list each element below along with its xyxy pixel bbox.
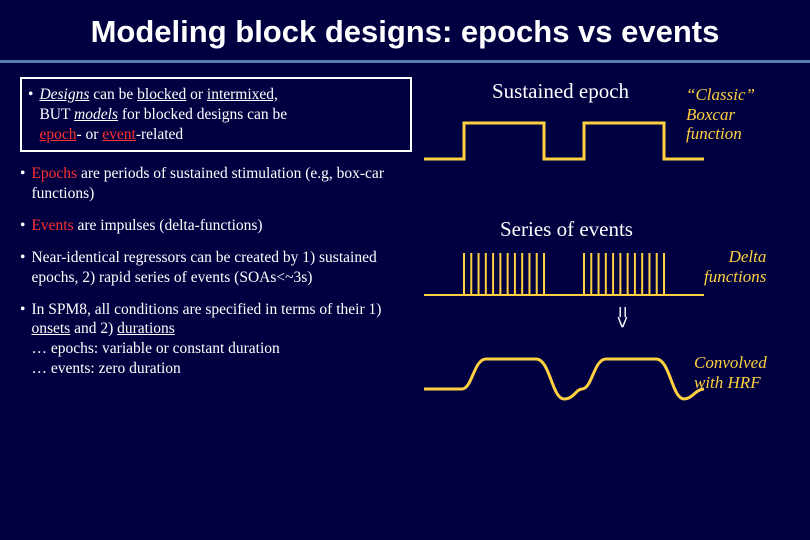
b3-events: Events bbox=[31, 217, 73, 234]
bullet-3: • Events are impulses (delta-functions) bbox=[20, 216, 412, 236]
dcap-l1: Delta bbox=[729, 247, 767, 266]
b2-rest: are periods of sustained stimulation (e.… bbox=[31, 165, 384, 202]
b1-intermixed: intermixed, bbox=[207, 86, 278, 103]
series-events-title: Series of events bbox=[500, 217, 633, 242]
bullet-2: • Epochs are periods of sustained stimul… bbox=[20, 164, 412, 204]
bullet-5-text: In SPM8, all conditions are specified in… bbox=[31, 300, 412, 379]
boxcar-diagram bbox=[424, 111, 704, 167]
left-column: • Designs can be blocked or intermixed, … bbox=[20, 77, 412, 523]
b5-onsets: onsets bbox=[31, 320, 70, 337]
bullet-dot: • bbox=[28, 85, 33, 144]
bullet-3-text: Events are impulses (delta-functions) bbox=[31, 216, 412, 236]
bullet-dot: • bbox=[20, 164, 25, 204]
bullet-1-framed: • Designs can be blocked or intermixed, … bbox=[20, 77, 412, 152]
dcap-l2: functions bbox=[704, 267, 766, 286]
bullet-dot: • bbox=[20, 216, 25, 236]
b1-but: BUT bbox=[39, 106, 74, 123]
bullet-4-text: Near-identical regressors can be created… bbox=[31, 248, 412, 288]
cap-l1: “Classic” bbox=[686, 85, 755, 104]
b1-event: event bbox=[102, 126, 136, 143]
b1-t4: - or bbox=[76, 126, 102, 143]
b1-epoch: epoch bbox=[39, 126, 76, 143]
b5-line3: … events: zero duration bbox=[31, 360, 180, 377]
bullet-1-text: Designs can be blocked or intermixed, BU… bbox=[39, 85, 402, 144]
down-arrow-icon: => bbox=[610, 306, 632, 326]
b1-blocked: blocked bbox=[137, 86, 186, 103]
delta-caption: Delta functions bbox=[704, 247, 766, 286]
b3-rest: are impulses (delta-functions) bbox=[74, 217, 263, 234]
slide-title: Modeling block designs: epochs vs events bbox=[0, 0, 810, 63]
b1-designs: Designs bbox=[39, 86, 89, 103]
b2-epochs: Epochs bbox=[31, 165, 77, 182]
b1-t2: or bbox=[186, 86, 207, 103]
b1-t5: -related bbox=[136, 126, 183, 143]
sustained-epoch-title: Sustained epoch bbox=[492, 79, 629, 104]
delta-diagram bbox=[424, 247, 704, 301]
b5-durations: durations bbox=[117, 320, 175, 337]
bullet-4: • Near-identical regressors can be creat… bbox=[20, 248, 412, 288]
b5-t1: In SPM8, all conditions are specified in… bbox=[31, 301, 381, 318]
b1-t3: for blocked designs can be bbox=[118, 106, 287, 123]
b5-line2: … epochs: variable or constant duration bbox=[31, 340, 279, 357]
b1-models: models bbox=[74, 106, 118, 123]
bullet-2-text: Epochs are periods of sustained stimulat… bbox=[31, 164, 412, 204]
bullet-5: • In SPM8, all conditions are specified … bbox=[20, 300, 412, 379]
slide: Modeling block designs: epochs vs events… bbox=[0, 0, 810, 540]
b1-t1: can be bbox=[89, 86, 137, 103]
hrf-diagram bbox=[424, 345, 706, 405]
bullet-dot: • bbox=[20, 248, 25, 288]
b5-t2: and 2) bbox=[70, 320, 117, 337]
content-area: • Designs can be blocked or intermixed, … bbox=[0, 63, 810, 537]
bullet-dot: • bbox=[20, 300, 25, 379]
right-column: Sustained epoch “Classic” Boxcar functio… bbox=[424, 77, 796, 523]
